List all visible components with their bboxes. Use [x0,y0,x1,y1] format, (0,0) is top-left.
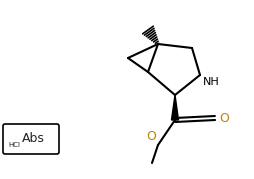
FancyBboxPatch shape [3,124,59,154]
Text: O: O [146,130,156,143]
Polygon shape [171,95,179,120]
Text: NH: NH [203,77,220,87]
Text: HCl: HCl [8,142,20,148]
Text: O: O [219,112,229,125]
Text: Abs: Abs [22,132,44,146]
